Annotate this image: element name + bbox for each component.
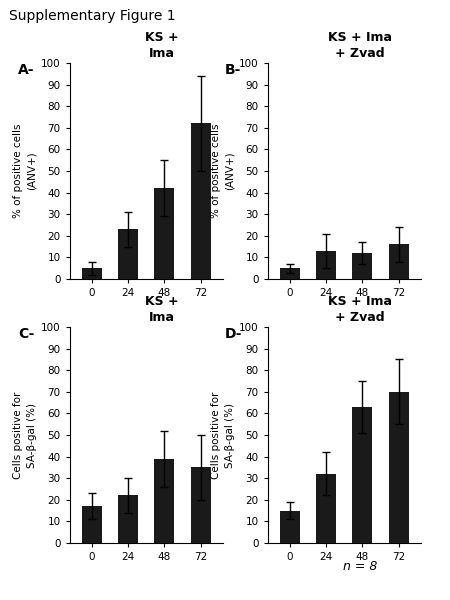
Bar xyxy=(352,253,373,279)
Text: KS + Ima
+ Zvad: KS + Ima + Zvad xyxy=(328,295,392,324)
Bar xyxy=(118,496,138,543)
Y-axis label: % of positive cells
(ANV+): % of positive cells (ANV+) xyxy=(211,124,235,218)
Bar xyxy=(279,511,300,543)
Bar xyxy=(316,251,336,279)
Text: n = 8: n = 8 xyxy=(343,560,377,574)
Bar xyxy=(352,407,373,543)
Y-axis label: Cells positive for
SA-β-gal (%): Cells positive for SA-β-gal (%) xyxy=(13,391,37,479)
Bar xyxy=(316,474,336,543)
Y-axis label: % of positive cells
(ANV+): % of positive cells (ANV+) xyxy=(13,124,37,218)
Bar xyxy=(81,268,102,279)
Bar xyxy=(81,506,102,543)
Y-axis label: Cells positive for
SA-β-gal (%): Cells positive for SA-β-gal (%) xyxy=(211,391,235,479)
Bar xyxy=(389,244,409,279)
Text: D-: D- xyxy=(225,327,243,341)
Bar xyxy=(154,188,175,279)
Bar xyxy=(191,467,211,543)
Text: C-: C- xyxy=(18,327,34,341)
Bar xyxy=(191,124,211,279)
Text: KS + Ima
+ Zvad: KS + Ima + Zvad xyxy=(328,31,392,60)
Bar xyxy=(389,392,409,543)
Text: A-: A- xyxy=(18,63,35,77)
Bar xyxy=(118,229,138,279)
Bar xyxy=(154,459,175,543)
Text: B-: B- xyxy=(225,63,241,77)
Text: KS +
Ima: KS + Ima xyxy=(145,31,178,60)
Text: Supplementary Figure 1: Supplementary Figure 1 xyxy=(9,9,176,23)
Text: KS +
Ima: KS + Ima xyxy=(145,295,178,324)
Bar xyxy=(279,268,300,279)
